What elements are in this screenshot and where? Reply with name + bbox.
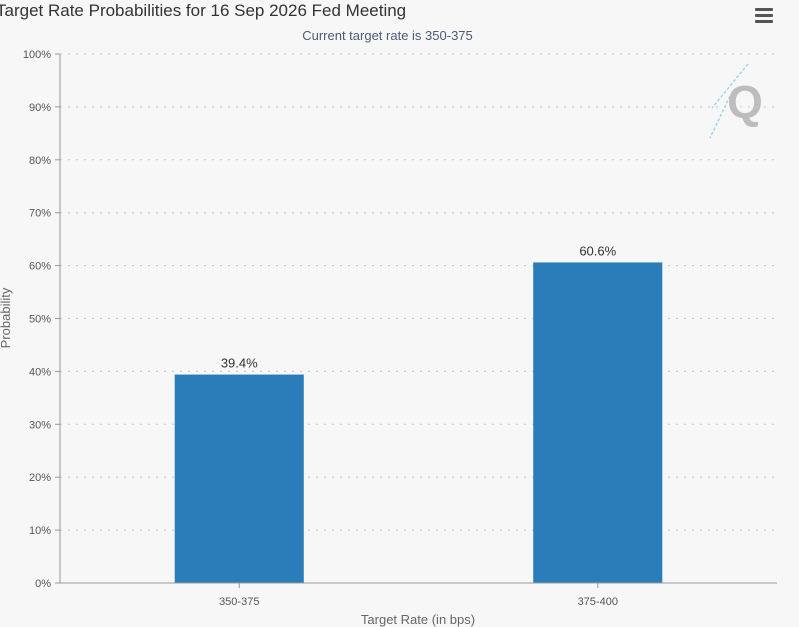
- y-tick-label: 30%: [29, 419, 51, 431]
- x-axis-title: Target Rate (in bps): [361, 612, 475, 627]
- data-label: 60.6%: [579, 243, 616, 258]
- bar-350-375[interactable]: [174, 374, 304, 583]
- y-tick-label: 100%: [23, 49, 51, 61]
- y-axis-title: Probability: [0, 287, 13, 348]
- hamburger-menu-icon[interactable]: [752, 5, 776, 25]
- y-tick-label: 10%: [29, 525, 51, 537]
- data-label: 39.4%: [221, 356, 258, 371]
- y-tick-label: 70%: [29, 208, 51, 220]
- x-tick-label: 350-375: [219, 596, 259, 608]
- svg-text:Q: Q: [727, 76, 763, 128]
- quikstrike-logo-icon: Q: [709, 63, 763, 139]
- bar-375-400[interactable]: [533, 262, 663, 583]
- y-tick-label: 40%: [29, 366, 51, 378]
- chart-title: Target Rate Probabilities for 16 Sep 202…: [0, 1, 407, 20]
- chart-subtitle: Current target rate is 350-375: [302, 28, 473, 43]
- y-tick-label: 50%: [29, 314, 51, 326]
- y-tick-label: 60%: [29, 261, 51, 273]
- y-tick-label: 0%: [35, 578, 51, 590]
- x-tick-label: 375-400: [578, 596, 618, 608]
- y-tick-label: 80%: [29, 155, 51, 167]
- y-tick-label: 20%: [29, 472, 51, 484]
- y-tick-label: 90%: [29, 102, 51, 114]
